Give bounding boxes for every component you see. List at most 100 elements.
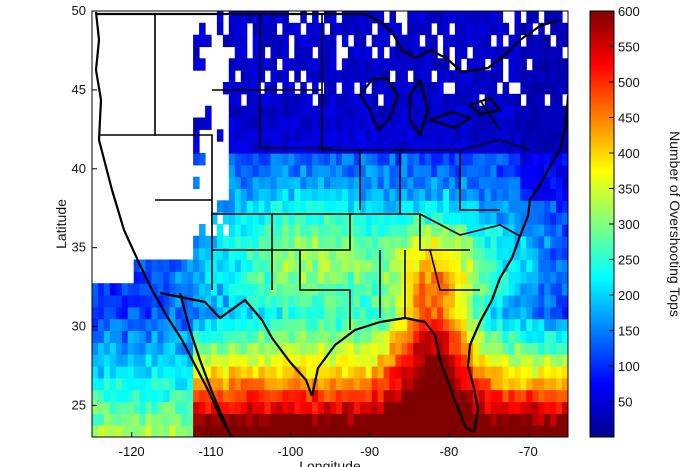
heatmap-cell [98, 354, 105, 367]
heatmap-cell [413, 283, 420, 296]
heatmap-cell [330, 176, 337, 190]
heatmap-cell [330, 413, 337, 426]
heatmap-cell [324, 117, 331, 130]
heatmap-cell [454, 425, 462, 437]
heatmap-cell [330, 34, 337, 48]
colorbar-tick-label: 500 [618, 75, 640, 90]
heatmap-cell [258, 283, 266, 296]
heatmap-cell [466, 129, 474, 142]
heatmap-cell [544, 70, 551, 83]
heatmap-cell [211, 354, 218, 367]
heatmap-cell [395, 153, 402, 166]
heatmap-cell [562, 176, 568, 190]
heatmap-cell [437, 164, 444, 178]
heatmap-cell [484, 176, 492, 190]
heatmap-cell [454, 58, 462, 71]
heatmap-cell [484, 224, 492, 237]
heatmap-cell [347, 164, 355, 178]
great-lakes [358, 76, 502, 137]
heatmap-cell [294, 295, 301, 308]
heatmap-cell [431, 11, 438, 24]
heatmap-cell [413, 70, 420, 83]
heatmap-cell [383, 377, 391, 391]
heatmap-cell [294, 401, 301, 414]
heatmap-cell [121, 377, 129, 391]
heatmap-cell [270, 117, 277, 130]
heatmap-cell [425, 93, 432, 107]
heatmap-cell [306, 117, 313, 130]
heatmap-cell [484, 295, 492, 308]
heatmap-cell [211, 401, 218, 414]
heatmap-cell [508, 164, 515, 178]
heatmap-cell [359, 46, 367, 59]
heatmap-cell [532, 200, 539, 213]
heatmap-cell [353, 342, 361, 355]
heatmap-cell [276, 425, 283, 437]
heatmap-cell [288, 82, 295, 95]
heatmap-cell [282, 70, 289, 83]
heatmap-cell [240, 224, 248, 237]
heatmap-cell [520, 164, 527, 178]
heatmap-cell [544, 11, 551, 24]
heatmap-cell [425, 247, 432, 261]
heatmap-cell [562, 200, 568, 213]
heatmap-cell [133, 401, 141, 414]
heatmap-cell [234, 413, 242, 426]
heatmap-cell [211, 377, 218, 391]
heatmap-cell [288, 342, 295, 355]
heatmap-cell [544, 129, 551, 142]
heatmap-cell [478, 129, 486, 142]
heatmap-cell [240, 176, 248, 190]
heatmap-cell [103, 330, 111, 343]
heatmap-cell [502, 93, 510, 107]
heatmap-cell [324, 247, 331, 261]
heatmap-cell [187, 295, 194, 308]
heatmap-cell [383, 342, 391, 355]
heatmap-cell [276, 70, 283, 83]
heatmap-cell [246, 389, 254, 403]
heatmap-cell [341, 413, 349, 426]
heatmap-cell [365, 247, 373, 261]
heatmap-cell [330, 247, 337, 261]
heatmap-cell [514, 377, 521, 391]
heatmap-cell [562, 377, 568, 391]
heatmap-cell [205, 425, 212, 437]
heatmap-cell [335, 318, 343, 332]
heatmap-cell [413, 11, 420, 24]
heatmap-cell [490, 22, 498, 36]
heatmap-cell [460, 330, 468, 343]
heatmap-cell [508, 188, 515, 201]
heatmap-cell [282, 34, 289, 48]
heatmap-cell [532, 425, 539, 437]
heatmap-cell [508, 58, 515, 71]
heatmap-cell [193, 330, 200, 343]
heatmap-cell [377, 188, 385, 201]
heatmap-cell [532, 11, 539, 24]
heatmap-cell [383, 295, 391, 308]
heatmap-cell [228, 200, 236, 213]
heatmap-cell [514, 212, 521, 225]
heatmap-cell [484, 34, 492, 48]
heatmap-cell [365, 141, 373, 154]
y-tick-label: 45 [72, 82, 86, 97]
heatmap-cell [175, 366, 182, 379]
heatmap-cell [413, 188, 420, 201]
heatmap-cell [270, 377, 277, 391]
heatmap-cell [216, 259, 224, 272]
heatmap-cell [258, 389, 266, 403]
heatmap-cell [270, 164, 277, 178]
heatmap-cell [383, 247, 391, 261]
heatmap-cell [324, 235, 331, 249]
heatmap-cell [335, 93, 343, 107]
heatmap-cell [419, 271, 426, 284]
heatmap-cell [514, 354, 521, 367]
heatmap-cell [472, 176, 480, 190]
heatmap-cell [395, 342, 402, 355]
heatmap-cell [216, 330, 224, 343]
heatmap-cell [240, 377, 248, 391]
heatmap-cell [538, 224, 545, 237]
heatmap-cell [544, 224, 551, 237]
heatmap-cell [496, 235, 504, 249]
heatmap-cell [460, 105, 468, 119]
heatmap-cell [478, 117, 486, 130]
